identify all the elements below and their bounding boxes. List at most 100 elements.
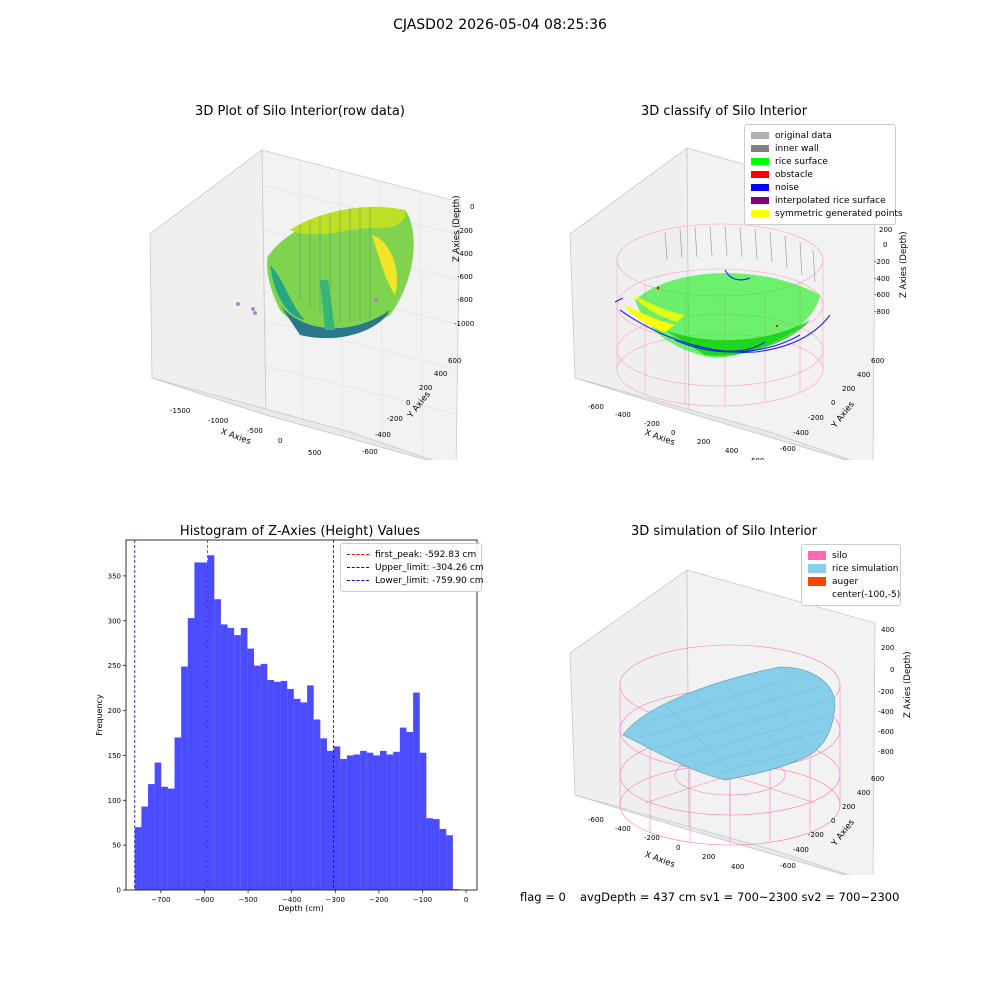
histogram-bar xyxy=(273,681,281,890)
xtick-label: −100 xyxy=(413,896,432,904)
histogram-bar xyxy=(307,685,314,890)
figure-title: CJASD02 2026-05-04 08:25:36 xyxy=(393,17,607,33)
classify-ytick: 0 xyxy=(831,399,835,407)
histogram-bar xyxy=(373,755,380,890)
legend-label: symmetric generated points xyxy=(775,208,903,219)
simulation-ztick: -800 xyxy=(878,748,894,756)
histogram-bar xyxy=(426,818,434,890)
classify-noise xyxy=(614,269,831,353)
histogram-bar xyxy=(379,750,387,890)
raw-xtick: -1500 xyxy=(170,407,190,415)
histogram-bar xyxy=(413,692,420,890)
histogram-bar xyxy=(346,755,354,890)
ytick-label: 200 xyxy=(108,707,121,715)
histogram-bar xyxy=(254,665,261,890)
simulation-silo-wireframe xyxy=(619,644,841,846)
classify-xtick: -400 xyxy=(615,411,631,419)
ytick-label: 100 xyxy=(108,797,121,805)
classify-3d-plot: -600 -400 -200 0 200 400 600 -600 -400 -… xyxy=(569,147,892,460)
histogram-ylabel: Frequency xyxy=(95,694,104,736)
histogram-bar xyxy=(433,819,440,890)
legend-label: auger xyxy=(832,576,859,587)
histogram-bar xyxy=(214,599,221,890)
legend-label: first_peak: -592.83 cm xyxy=(375,549,477,560)
histogram-bar xyxy=(399,727,407,890)
classify-inner-wall xyxy=(664,225,816,283)
histogram-bar xyxy=(247,648,255,890)
raw-ytick: 600 xyxy=(448,357,461,365)
simulation-ytick: 600 xyxy=(871,775,884,783)
histogram-bar xyxy=(333,746,341,890)
simulation-xtick: 400 xyxy=(731,863,744,871)
classify-ytick: -200 xyxy=(808,414,824,422)
histogram-yticks: 0 50 100 150 200 250 300 350 xyxy=(108,572,126,895)
histogram-bar xyxy=(267,680,274,890)
legend-label: inner wall xyxy=(775,143,819,154)
simulation-xtick: 0 xyxy=(676,844,680,852)
histogram-xlabel: Depth (cm) xyxy=(278,904,323,913)
legend-swatch xyxy=(808,577,826,586)
raw-xtick: 500 xyxy=(308,449,321,457)
classify-ztick: -400 xyxy=(874,275,890,283)
xtick-label: −200 xyxy=(369,896,388,904)
classify-ztick: -200 xyxy=(874,258,890,266)
classify-ztick: 0 xyxy=(883,241,887,249)
histogram-bar xyxy=(340,758,347,890)
simulation-3d-plot: -600 -400 -200 0 200 400 -600 -400 -200 … xyxy=(569,569,894,875)
simulation-zlabel: Z Axies (Depth) xyxy=(903,651,913,718)
classify-legend: original data inner wall rice surface ob… xyxy=(744,124,903,225)
raw-3d-plot: -1500 -1000 -500 0 500 -600 -400 -200 0 … xyxy=(149,149,474,460)
legend-label: rice surface xyxy=(775,156,828,167)
simulation-plot-title: 3D simulation of Silo Interior xyxy=(631,524,817,539)
xtick-label: −600 xyxy=(195,896,214,904)
histogram-bar xyxy=(260,663,268,890)
histogram-bar xyxy=(452,889,460,890)
simulation-xtick: -200 xyxy=(644,834,660,842)
raw-ztick: 0 xyxy=(470,203,474,211)
legend-swatch xyxy=(751,132,769,139)
histogram-bar xyxy=(419,752,427,890)
histogram-bar xyxy=(300,702,308,890)
histogram-bar xyxy=(154,762,162,890)
xtick-label: −300 xyxy=(326,896,345,904)
legend-swatch xyxy=(808,564,826,573)
histogram-bars xyxy=(134,555,460,890)
raw-ytick: -200 xyxy=(387,415,403,423)
histogram-bar xyxy=(134,827,142,890)
histogram-bar xyxy=(234,635,241,890)
simulation-ztick: 0 xyxy=(890,666,894,674)
simulation-ytick: 400 xyxy=(857,789,870,797)
histogram-bar xyxy=(386,754,394,890)
histogram-bar xyxy=(194,562,202,890)
simulation-ztick: -400 xyxy=(878,708,894,716)
histogram-bar xyxy=(320,738,327,890)
ytick-label: 150 xyxy=(108,752,121,760)
raw-ztick: -1000 xyxy=(454,320,474,328)
ytick-label: 350 xyxy=(108,572,121,580)
legend-label: silo xyxy=(832,550,848,561)
classify-ytick: 400 xyxy=(857,371,870,379)
histogram-chart: −700 −600 −500 −400 −300 −200 −100 0 0 50 100 150 2… xyxy=(95,539,478,913)
legend-label: center(-100,-5) xyxy=(832,589,901,600)
legend-swatch xyxy=(808,551,826,560)
legend-swatch xyxy=(751,184,769,191)
histogram-bar xyxy=(353,754,361,890)
legend-swatch xyxy=(751,158,769,165)
classify-xtick: -600 xyxy=(588,403,604,411)
simulation-ytick: -400 xyxy=(793,846,809,854)
histogram-bar xyxy=(227,627,235,890)
legend-swatch xyxy=(808,590,826,599)
raw-zlabel: Z Axies (Depth) xyxy=(452,195,462,262)
classify-obstacle xyxy=(656,286,779,328)
classify-xtick: -200 xyxy=(644,420,660,428)
classify-ztick: -600 xyxy=(874,291,890,299)
histogram-bar xyxy=(167,788,175,890)
simulation-xtick: 200 xyxy=(702,853,715,861)
simulation-ytick: -200 xyxy=(808,831,824,839)
legend-label: original data xyxy=(775,130,832,141)
histogram-bar xyxy=(287,688,294,890)
raw-ytick: 200 xyxy=(419,384,432,392)
histogram-bar xyxy=(240,627,248,890)
legend-swatch xyxy=(751,171,769,178)
legend-line xyxy=(347,567,369,568)
